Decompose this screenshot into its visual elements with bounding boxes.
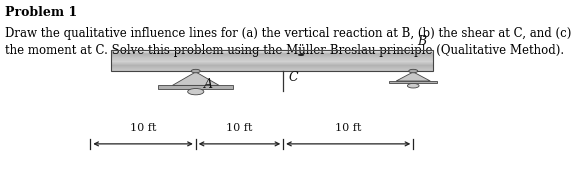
- Text: Problem 1: Problem 1: [5, 6, 78, 19]
- Circle shape: [409, 69, 417, 73]
- Bar: [110, 53, 434, 54]
- Polygon shape: [396, 72, 430, 81]
- Bar: [110, 50, 434, 51]
- Text: B: B: [417, 35, 426, 48]
- Bar: [110, 52, 434, 53]
- Text: Draw the qualitative influence lines for (a) the vertical reaction at B, (b) the: Draw the qualitative influence lines for…: [5, 27, 572, 57]
- Bar: [110, 62, 434, 63]
- Bar: [110, 61, 434, 62]
- Bar: [110, 66, 434, 67]
- Circle shape: [191, 69, 200, 73]
- Text: A: A: [204, 78, 213, 91]
- Bar: [110, 69, 434, 70]
- Text: 10 ft: 10 ft: [227, 123, 252, 133]
- Bar: [110, 51, 434, 52]
- Bar: [110, 65, 434, 66]
- Bar: [110, 67, 434, 68]
- Bar: [110, 63, 434, 64]
- Bar: [110, 70, 434, 71]
- Circle shape: [187, 89, 204, 95]
- Bar: [110, 55, 434, 56]
- Bar: [110, 60, 434, 61]
- Text: C: C: [289, 71, 298, 84]
- Bar: [110, 50, 434, 71]
- Bar: [159, 85, 233, 89]
- Bar: [110, 57, 434, 58]
- Bar: [110, 54, 434, 55]
- Circle shape: [408, 83, 419, 88]
- Bar: [389, 81, 437, 83]
- Bar: [110, 58, 434, 59]
- Bar: [110, 59, 434, 60]
- Bar: [110, 68, 434, 69]
- Polygon shape: [172, 72, 219, 85]
- Bar: [110, 56, 434, 57]
- Text: 10 ft: 10 ft: [335, 123, 362, 133]
- Bar: [110, 64, 434, 65]
- Text: 10 ft: 10 ft: [130, 123, 156, 133]
- Circle shape: [298, 54, 304, 56]
